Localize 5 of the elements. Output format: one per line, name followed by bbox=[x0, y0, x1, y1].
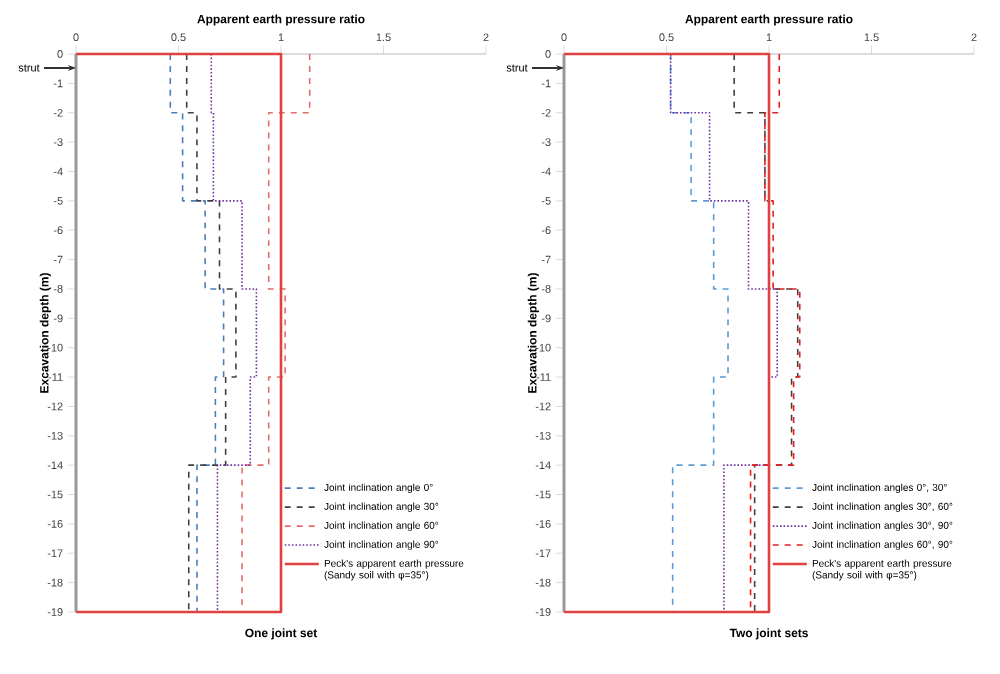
line-series bbox=[210, 53, 258, 613]
line-series bbox=[169, 53, 225, 613]
line-series bbox=[669, 53, 779, 613]
line-series bbox=[185, 53, 237, 613]
line-series bbox=[749, 53, 801, 613]
